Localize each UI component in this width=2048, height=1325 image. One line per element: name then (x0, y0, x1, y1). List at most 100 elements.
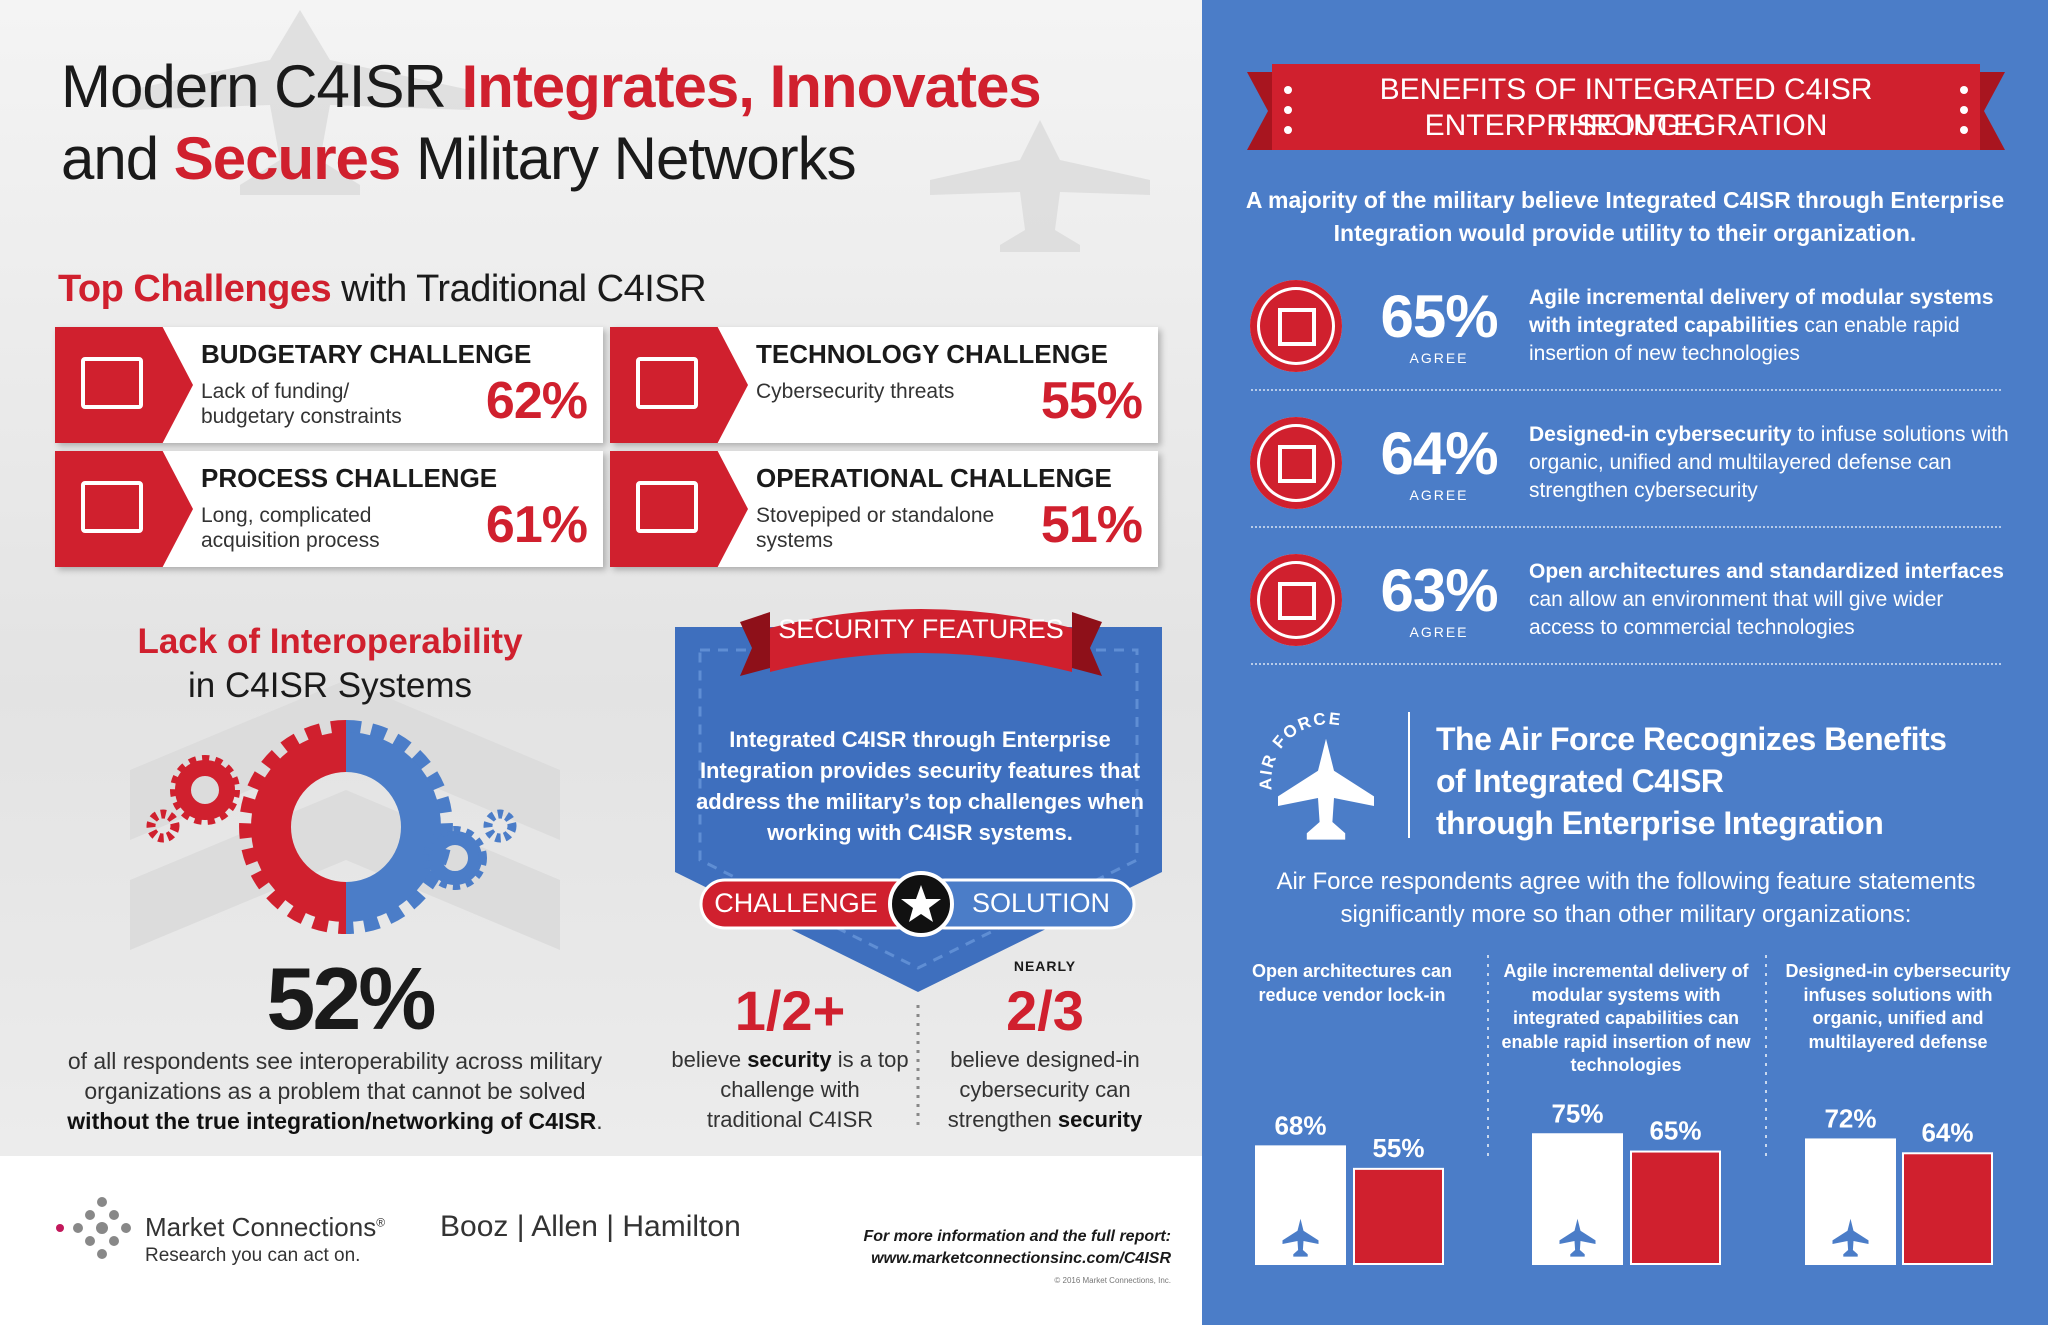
ribbon-tail (740, 612, 770, 676)
description-bold: without the true integration/networking … (67, 1108, 597, 1134)
card-percent: 55% (1040, 372, 1143, 430)
challenge-card: OPERATIONAL CHALLENGE Stovepiped or stand… (610, 451, 1158, 567)
card-icon (81, 481, 143, 533)
benefit-rest: to infuse solutions with organic, unifie… (1529, 423, 2009, 502)
card-description: Stovepiped or standalone systems (756, 504, 995, 552)
stat-value: 2/3 (1006, 979, 1084, 1042)
title-text: Modern C4ISR (61, 53, 447, 120)
challenge-card: TECHNOLOGY CHALLENGE Cybersecurity threat… (610, 327, 1158, 443)
card-title: BUDGETARY CHALLENGE (201, 339, 532, 369)
left-panel (0, 0, 1202, 1156)
benefit-icon-glyph (1278, 582, 1316, 620)
benefit-label: AGREE (1409, 487, 1469, 503)
jet-icon (1832, 1218, 1869, 1257)
jet-icon (1282, 1218, 1319, 1257)
bar (1630, 1150, 1721, 1266)
card-description: Lack of funding/ budgetary constraints (201, 380, 402, 428)
jet-icon (1559, 1218, 1596, 1257)
card-icon (636, 481, 698, 533)
description-text: of all respondents see interoperability … (67, 1048, 603, 1104)
interop-heading: Lack of Interoperability (137, 622, 523, 661)
benefit-label: AGREE (1409, 350, 1469, 366)
right-panel (1202, 0, 2048, 1325)
card-icon-block (610, 451, 748, 567)
star (901, 885, 941, 922)
card-description: Long, complicated acquisition process (201, 504, 380, 552)
benefit-icon (1250, 417, 1342, 509)
footer-panel (0, 1156, 1202, 1325)
interop-subheading: in C4ISR Systems (188, 666, 472, 705)
bar-label: 65% (1649, 1116, 1701, 1146)
security-banner: SECURITY FEATURES (778, 614, 1064, 644)
challenge-card: PROCESS CHALLENGE Long, complicated acqui… (55, 451, 603, 567)
security-text: Integrated C4ISR through Enterprise Inte… (696, 727, 1144, 845)
benefit-icon (1250, 554, 1342, 646)
heading-text: with Traditional C4ISR (341, 268, 707, 310)
card-title: OPERATIONAL CHALLENGE (756, 463, 1112, 493)
card-title: TECHNOLOGY CHALLENGE (756, 339, 1108, 369)
stat-text-part: believe designed-in cybersecurity can st… (947, 1047, 1140, 1132)
bar-label: 72% (1824, 1103, 1876, 1133)
chart-label: Agile incremental delivery of modular sy… (1501, 961, 1751, 1075)
copyright: © 2016 Market Connections, Inc. (1054, 1276, 1171, 1285)
card-icon (81, 357, 143, 409)
jet-icon (1278, 738, 1374, 840)
description-text: . (596, 1108, 603, 1134)
card-percent: 62% (485, 372, 588, 430)
benefit-percent: 64% (1380, 420, 1498, 487)
background-jets (130, 10, 1150, 252)
interop-percent: 52% (266, 949, 436, 1048)
partner-part: Hamilton (622, 1210, 741, 1243)
partner: Booz | Allen | Hamilton (440, 1210, 741, 1243)
benefit-rest: can enable rapid insertion of new techno… (1529, 314, 1960, 365)
card-percent: 51% (1040, 496, 1143, 554)
benefit-icon-glyph (1278, 308, 1316, 346)
stat-value: 1/2+ (734, 979, 846, 1042)
solution-label: SOLUTION (971, 888, 1111, 918)
benefit-highlight: Agile incremental delivery of modular sy… (1529, 286, 1994, 337)
air-force-heading: The Air Force Recognizes Benefits of Int… (1436, 718, 1947, 844)
benefit-divider (1251, 526, 2001, 528)
benefit-highlight: Designed-in cybersecurity (1529, 423, 1792, 446)
benefit-text: Designed-in cybersecurity to infuse solu… (1529, 421, 2009, 505)
challenge-card: BUDGETARY CHALLENGE Lack of funding/ budg… (55, 327, 603, 443)
banner-stars (1284, 86, 1968, 134)
chart-label: Open architectures can reduce vendor loc… (1251, 961, 1453, 1005)
heading-highlight: Top Challenges (58, 268, 332, 310)
title-text: Military Networks (415, 125, 857, 192)
stat-text-bold: security (747, 1047, 832, 1072)
bar-label: 75% (1551, 1098, 1603, 1128)
gears (146, 720, 517, 934)
benefit-icon-glyph (1278, 445, 1316, 483)
bar (1353, 1167, 1444, 1265)
card-icon (636, 357, 698, 409)
challenge-label: CHALLENGE (714, 888, 878, 918)
heading-line: of Integrated C4ISR (1436, 763, 1724, 799)
stat-text: believe security is a top challenge with… (670, 1045, 910, 1135)
stat-qualifier: NEARLY (1013, 958, 1077, 974)
interop-description: of all respondents see interoperability … (45, 1046, 625, 1136)
bar-label: 64% (1921, 1117, 1973, 1147)
stat-text-bold: security (1057, 1107, 1143, 1132)
benefit-text: Open architectures and standardized inte… (1529, 558, 2009, 642)
title-highlight: Integrates, Innovates (461, 53, 1042, 120)
stat-text-part: believe (671, 1047, 742, 1072)
chart-label: Designed-in cybersecurity infuses soluti… (1785, 961, 2011, 1052)
tagline: Research you can act on. (145, 1245, 361, 1266)
partner-part: Allen (531, 1210, 598, 1243)
title-line: and Secures Military Networks (61, 124, 857, 194)
card-description: Cybersecurity threats (756, 380, 955, 403)
benefit-divider (1251, 663, 2001, 665)
benefits-banner (1272, 64, 1980, 150)
benefit-label: AGREE (1409, 624, 1469, 640)
brand-name: Market Connections (145, 1212, 377, 1242)
partner-part: Booz (440, 1210, 509, 1243)
benefits-intro: A majority of the military believe Integ… (1245, 187, 2005, 246)
bar-label: 68% (1274, 1110, 1326, 1140)
benefit-percent: 65% (1380, 283, 1498, 350)
card-title: PROCESS CHALLENGE (201, 463, 498, 493)
benefit-highlight: Open architectures and standardized inte… (1529, 560, 2004, 583)
bar (1902, 1152, 1993, 1266)
